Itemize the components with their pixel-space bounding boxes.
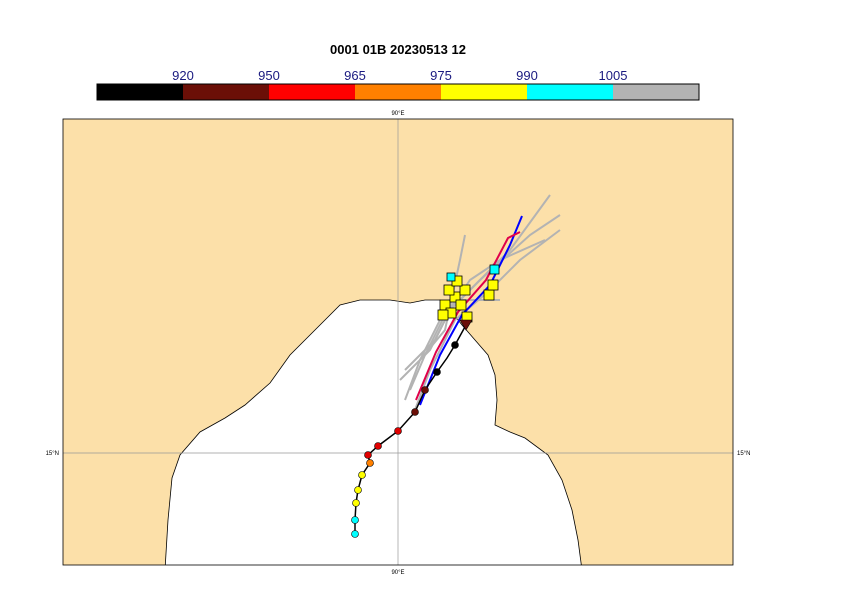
forecast-track (415, 231, 521, 401)
colorbar-label: 975 (430, 68, 452, 83)
ocean (164, 299, 582, 565)
colorbar-label: 920 (172, 68, 194, 83)
map (63, 119, 733, 565)
colorbar-swatch (613, 84, 699, 100)
observed-positions (351, 319, 473, 538)
lon-label: 90°E (391, 111, 404, 117)
colorbar-label: 1005 (599, 68, 628, 83)
colorbar-swatch (527, 84, 613, 100)
map-frame (62, 118, 734, 566)
colorbar-label: 950 (258, 68, 280, 83)
lat-label: 15°N (737, 451, 750, 457)
colorbar-swatch (355, 84, 441, 100)
colorbar-label: 990 (516, 68, 538, 83)
colorbar-swatch (269, 84, 355, 100)
ensemble-positions (437, 264, 500, 323)
colorbar-swatch (183, 84, 269, 100)
colorbar-frame (96, 83, 700, 101)
title: 0001 01B 20230513 12 (330, 42, 466, 57)
forecast-track (419, 215, 523, 406)
colorbar-label: 965 (344, 68, 366, 83)
lon-label: 90°E (391, 570, 404, 576)
colorbar-swatch (441, 84, 527, 100)
colorbar: 920 950 965 975 990 1005 (96, 68, 700, 101)
colorbar-swatch (97, 84, 183, 100)
lat-label: 15°N (46, 451, 59, 457)
